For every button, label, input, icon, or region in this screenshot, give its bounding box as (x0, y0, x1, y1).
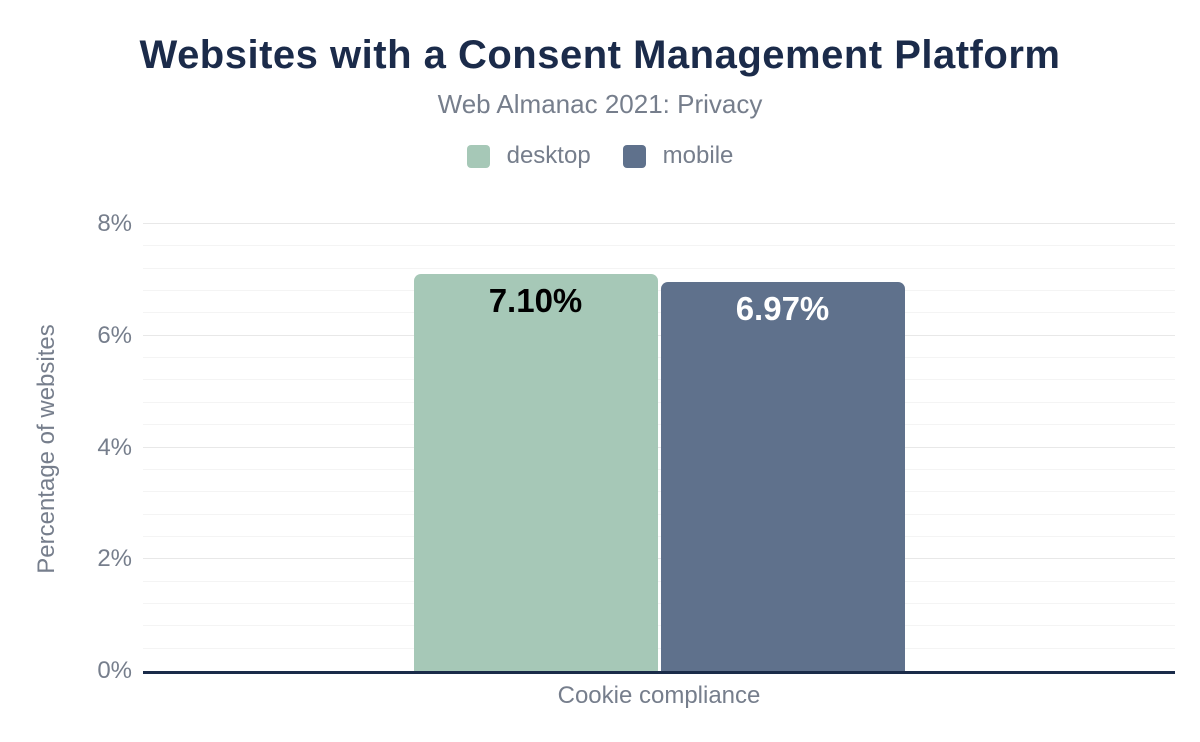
bar-desktop: 7.10% (413, 274, 658, 671)
minor-gridline (143, 379, 1175, 381)
bar-value-label-desktop: 7.10% (488, 282, 583, 320)
y-tick-label: 8% (97, 210, 132, 237)
legend-item-mobile: mobile (622, 142, 734, 170)
minor-gridline (143, 535, 1175, 537)
major-gridline (143, 446, 1175, 448)
chart-title: Websites with a Consent Management Platf… (139, 33, 1061, 77)
minor-gridline (143, 491, 1175, 493)
major-gridline (143, 558, 1175, 560)
y-axis-ticks: 0% 2% 4% 6% 8% (0, 210, 132, 684)
y-tick-label: 6% (97, 321, 132, 349)
minor-gridline (143, 602, 1175, 604)
legend-swatch-desktop (466, 144, 490, 168)
minor-gridline (143, 625, 1175, 627)
bar-mobile: 6.97% (660, 281, 905, 671)
legend-swatch-mobile (622, 144, 646, 168)
legend-label: desktop (506, 142, 591, 169)
y-tick-label: 4% (97, 433, 132, 461)
minor-gridline (143, 245, 1175, 247)
minor-gridline (143, 401, 1175, 403)
minor-gridline (143, 290, 1175, 292)
plot-area: 7.10% 6.97% (143, 223, 1175, 674)
minor-gridline (143, 424, 1175, 426)
minor-gridline (143, 647, 1175, 649)
x-axis-line (143, 671, 1175, 674)
minor-gridline (143, 312, 1175, 314)
legend-label: mobile (662, 142, 734, 169)
y-tick-label: 0% (97, 657, 132, 684)
legend-item-desktop: desktop (466, 142, 591, 170)
minor-gridline (143, 267, 1175, 269)
major-gridline (143, 223, 1175, 224)
chart-subtitle: Web Almanac 2021: Privacy (437, 89, 763, 119)
minor-gridline (143, 357, 1175, 359)
minor-gridline (143, 580, 1175, 582)
bar-value-label-mobile: 6.97% (735, 289, 830, 327)
y-tick-label: 2% (97, 545, 132, 573)
x-axis-label: Cookie compliance (557, 682, 761, 709)
legend: desktop mobile (0, 142, 1200, 170)
minor-gridline (143, 468, 1175, 470)
minor-gridline (143, 513, 1175, 515)
major-gridline (143, 334, 1175, 336)
